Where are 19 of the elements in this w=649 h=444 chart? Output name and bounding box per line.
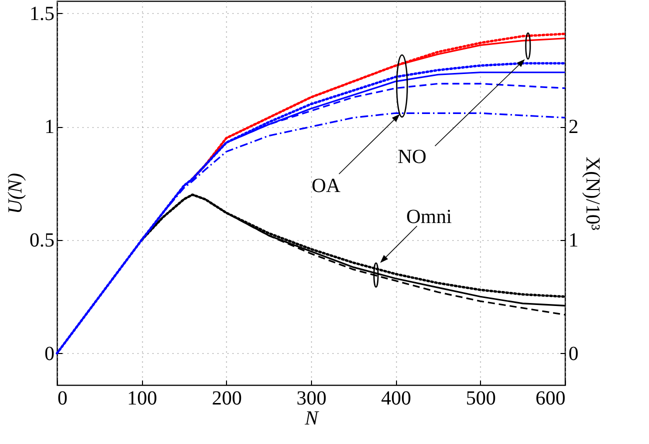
y-axis-title: U(N) xyxy=(4,172,26,214)
y2-tick-label: 2 xyxy=(568,116,578,138)
annotation: NO xyxy=(398,146,426,168)
y-tick-label: 1 xyxy=(44,116,54,138)
y-tick-label: 0.5 xyxy=(30,230,54,252)
annotation: OA xyxy=(312,175,341,197)
y2-tick-label: 1 xyxy=(568,230,578,252)
x-tick-label: 100 xyxy=(127,388,158,410)
y-tick-label: 0 xyxy=(44,342,54,365)
x-tick-label: 500 xyxy=(466,388,496,410)
x-tick-label: 200 xyxy=(212,388,242,410)
y2-tick-label: 0 xyxy=(568,342,578,365)
annotation: Omni xyxy=(406,206,452,228)
x-axis-title: N xyxy=(304,408,320,430)
y2-axis-title: X(N)/10³ xyxy=(582,156,604,230)
x-tick-label: 300 xyxy=(296,388,326,410)
y-tick-label: 1.5 xyxy=(30,2,54,25)
x-tick-label: 600 xyxy=(536,388,566,410)
x-tick-label: 400 xyxy=(381,388,412,410)
